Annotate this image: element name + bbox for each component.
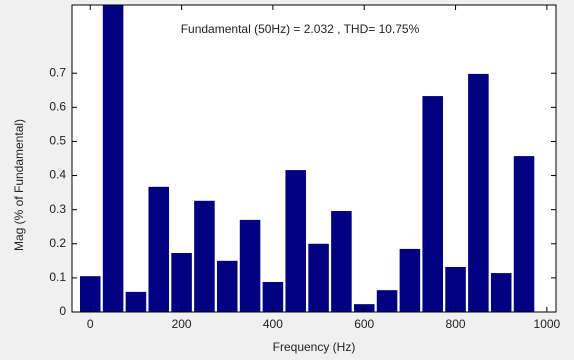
x-tick-label: 1000 [534,317,561,331]
chart-title: Fundamental (50Hz) = 2.032 , THD= 10.75% [181,22,420,36]
bar [262,281,284,312]
bar [285,170,307,312]
bar [399,248,421,312]
bar [445,266,466,312]
x-tick-label: 0 [87,317,94,331]
y-tick-label: 0.7 [49,65,66,79]
y-tick-label: 0.3 [49,202,66,216]
bar [468,73,489,312]
bar [490,273,512,312]
bar [308,243,329,312]
plot-frame [71,4,557,313]
bar [513,156,535,312]
y-tick-label: 0.4 [49,168,66,182]
x-tick-label: 200 [172,317,192,331]
y-tick-label: 0.6 [49,100,66,114]
y-tick-label: 0.1 [49,270,66,284]
x-axis-label: Frequency (Hz) [273,340,356,354]
bar [148,186,170,312]
bars [79,5,535,312]
bar [216,260,238,312]
x-tick-label: 800 [446,317,466,331]
bar [239,219,261,312]
bar [171,252,192,312]
y-tick-label: 0 [59,304,66,318]
bar [194,200,215,312]
y-axis-label: Mag (% of Fundamental) [12,119,26,251]
x-tick-label: 600 [354,317,374,331]
bar [376,290,398,312]
bar [102,5,124,312]
y-tick-label: 0.2 [49,236,66,250]
x-tick-label: 400 [263,317,283,331]
bar [331,211,352,312]
y-tick-label: 0.5 [49,134,66,148]
bar [125,291,147,312]
bar [422,96,443,312]
bar [79,276,101,312]
